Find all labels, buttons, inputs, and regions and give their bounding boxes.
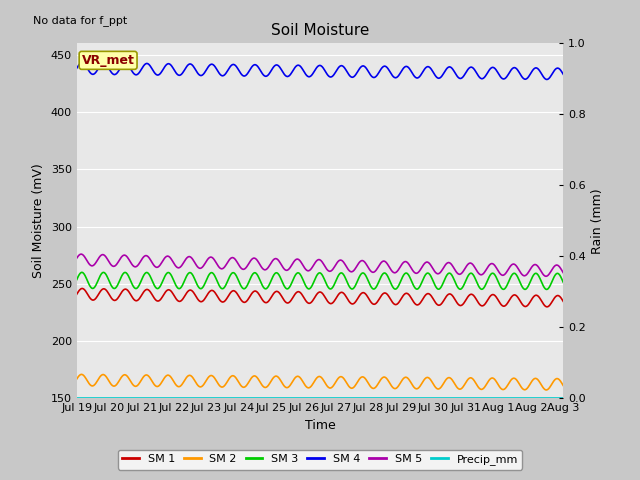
Text: No data for f_ppt: No data for f_ppt <box>33 15 127 26</box>
Y-axis label: Soil Moisture (mV): Soil Moisture (mV) <box>32 163 45 278</box>
Text: VR_met: VR_met <box>82 54 134 67</box>
X-axis label: Time: Time <box>305 419 335 432</box>
Y-axis label: Rain (mm): Rain (mm) <box>591 188 604 253</box>
Legend: SM 1, SM 2, SM 3, SM 4, SM 5, Precip_mm: SM 1, SM 2, SM 3, SM 4, SM 5, Precip_mm <box>118 450 522 469</box>
Title: Soil Moisture: Soil Moisture <box>271 23 369 38</box>
